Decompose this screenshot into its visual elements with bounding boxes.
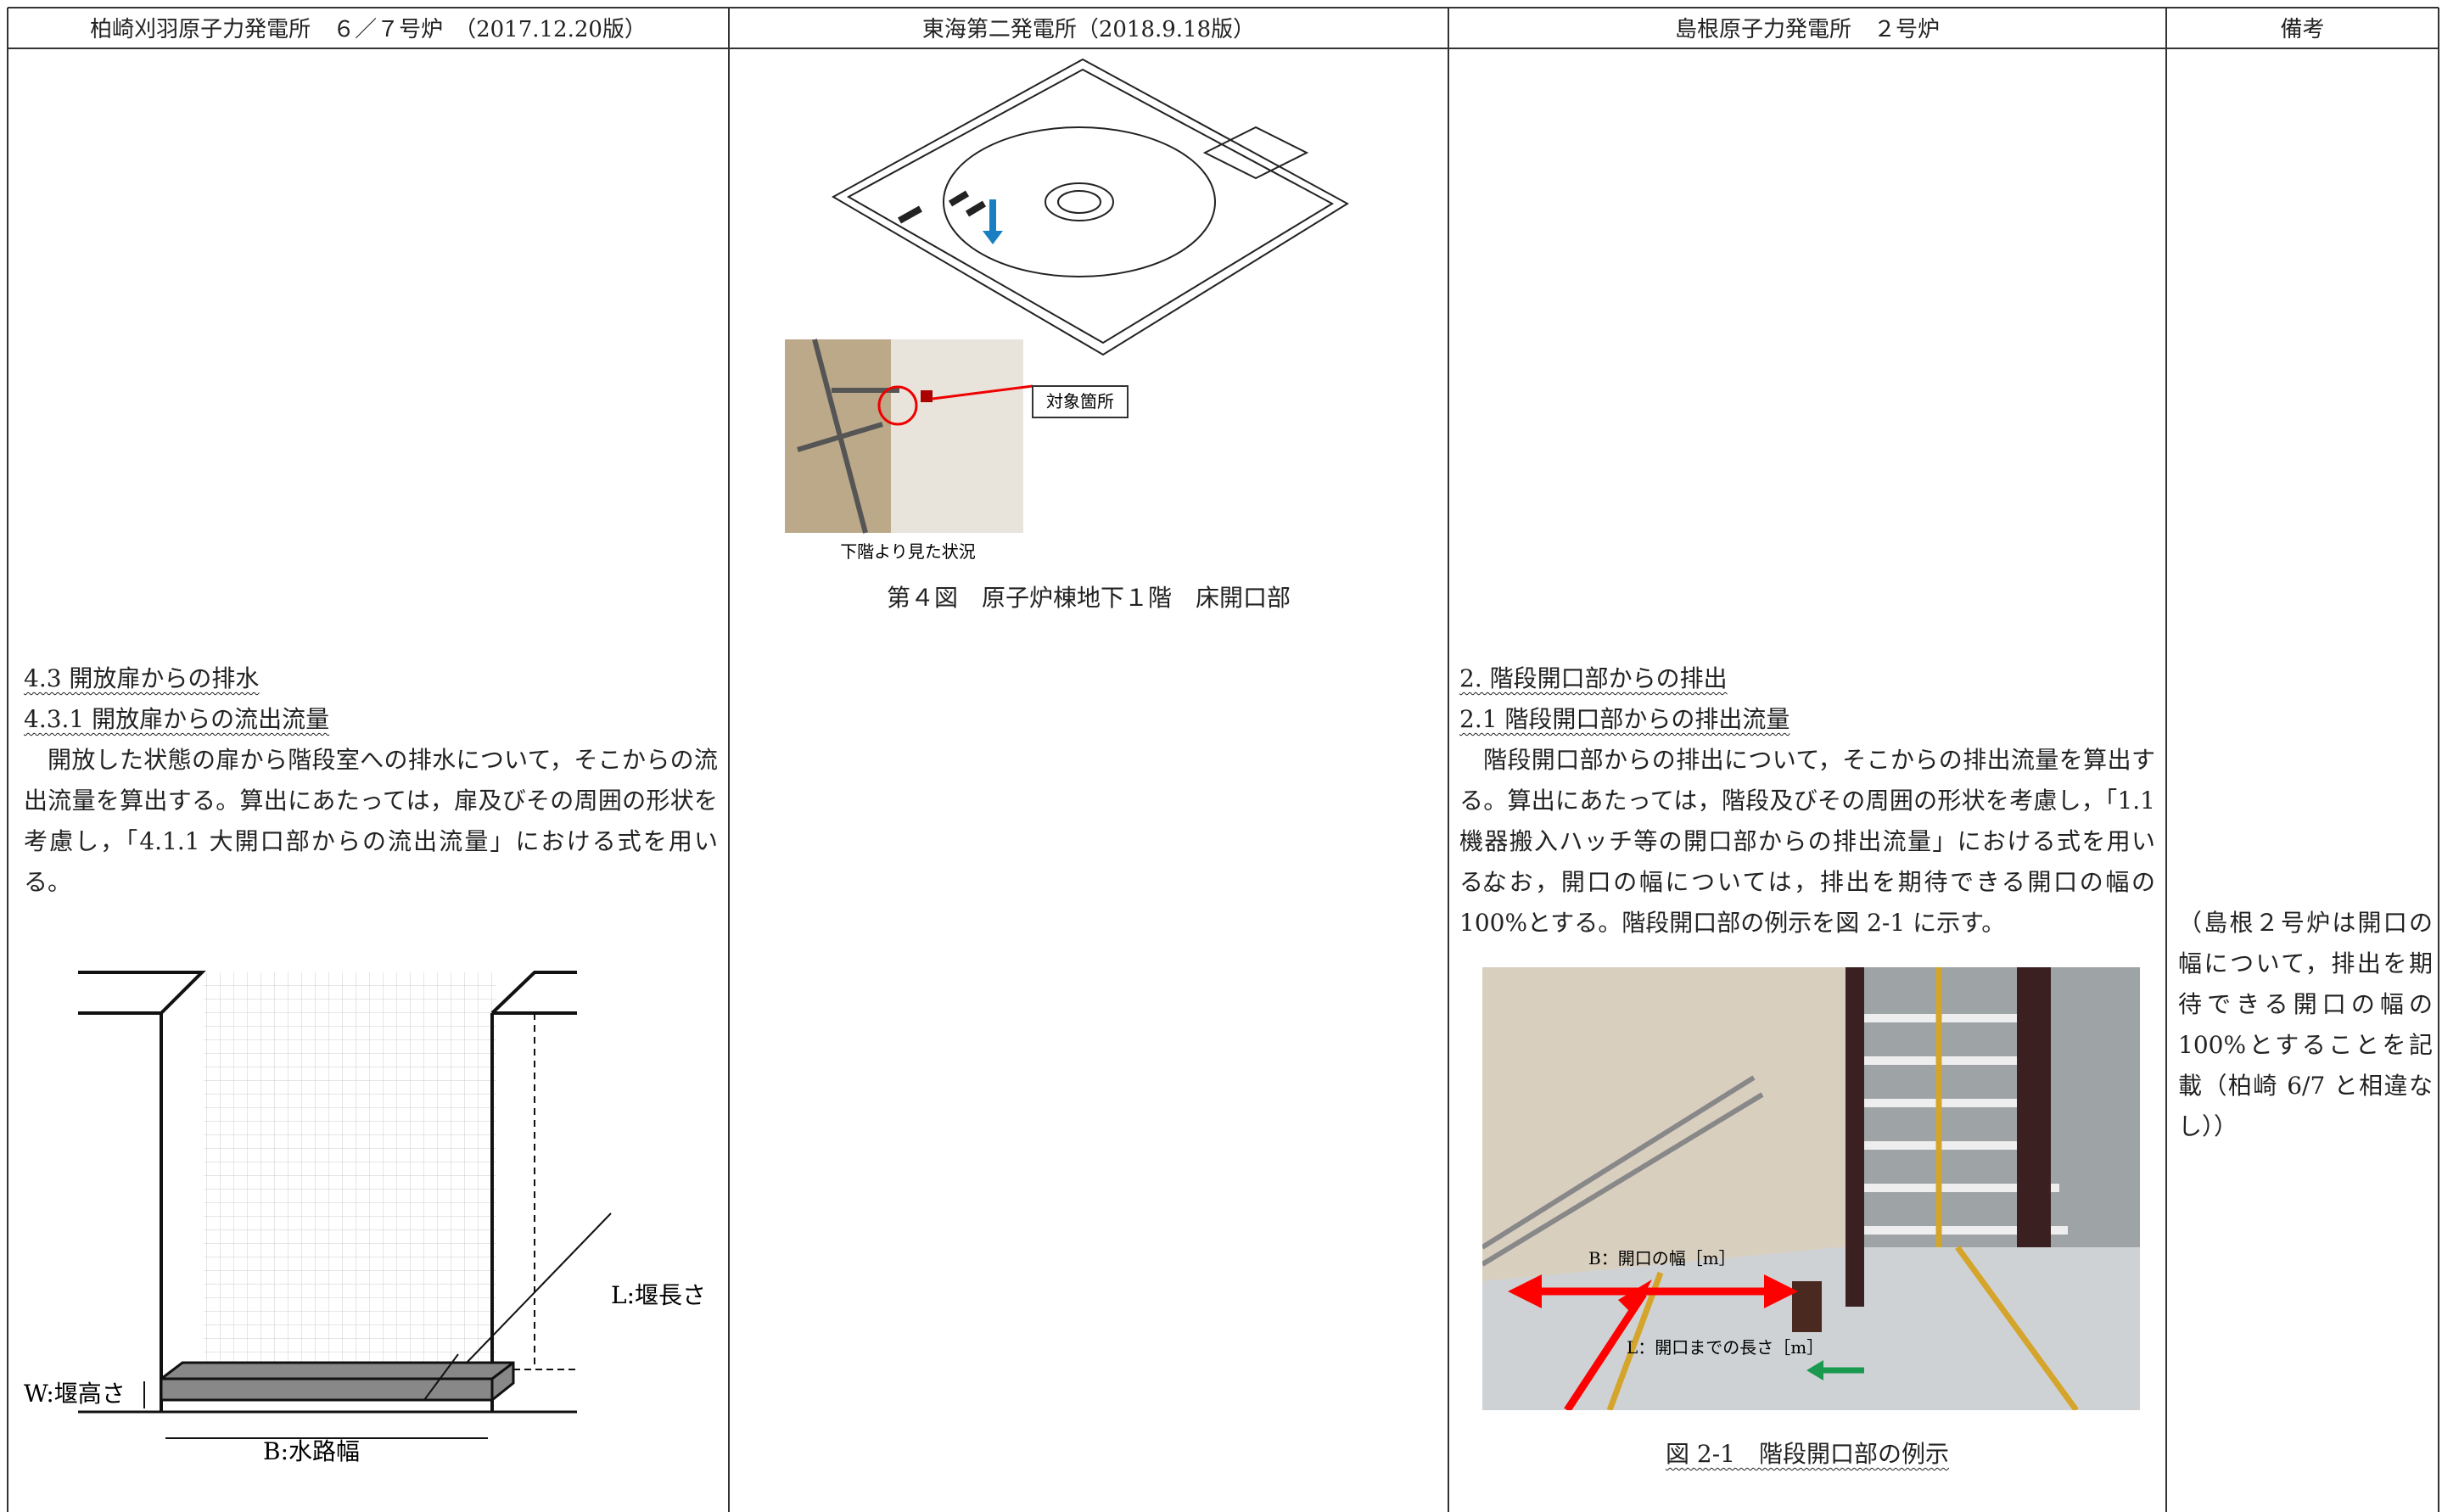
- photo-label: B：開口の幅［m］: [1588, 1248, 1736, 1268]
- callout-label: 対象箇所: [1046, 391, 1114, 412]
- caption-text: 図 2-1 階段開口部の例示: [1666, 1440, 1949, 1468]
- heading: 2. 階段開口部からの排出: [1459, 658, 1728, 699]
- figure-caption: 図 2-1 階段開口部の例示: [1448, 1434, 2166, 1475]
- floor-plan-figure: 対象箇所 下階より見た状況: [785, 58, 1349, 562]
- figure-caption: 第４図 原子炉棟地下１階 床開口部: [886, 584, 1291, 612]
- diagram-label: W:堰高さ: [24, 1380, 126, 1408]
- photo-caption: 下階より見た状況: [840, 541, 976, 562]
- remark: （島根２号炉は開口の幅について，排出を期待できる開口の幅の 100%とすることを…: [2178, 909, 2433, 1140]
- heading-text: 2. 階段開口部からの排出: [1459, 664, 1728, 692]
- paragraph: 開放した状態の扉から階段室への排水について，そこからの流出流量を算出する。算出に…: [24, 746, 718, 896]
- stair-photo: B：開口の幅［m］ L：開口までの長さ［m］: [1482, 967, 2140, 1410]
- paragraph: なお，開口の幅については，排出を期待できる開口の幅の 100%とする。階段開口部…: [1459, 868, 2155, 937]
- photo-label: L：開口までの長さ［m］: [1627, 1337, 1823, 1358]
- heading: 4.3 開放扉からの排水: [24, 658, 259, 699]
- heading-text: 4.3 開放扉からの排水: [24, 664, 260, 692]
- heading: 4.3.1 開放扉からの流出流量: [24, 699, 329, 740]
- paragraph: 階段開口部からの排出について，そこからの排出流量を算出する。算出にあたっては，階…: [1459, 746, 2155, 896]
- heading-text: 2.1 階段開口部からの排出流量: [1459, 705, 1790, 733]
- header-cell: 柏崎刈羽原子力発電所 ６／７号炉 （2017.12.20版）: [90, 17, 647, 42]
- weir-diagram: L:堰長さ W:堰高さ B:水路幅: [24, 971, 706, 1465]
- heading-text: 4.3.1 開放扉からの流出流量: [24, 705, 330, 733]
- diagram-label: B:水路幅: [263, 1437, 360, 1465]
- diagram-label: L:堰長さ: [611, 1281, 706, 1309]
- header-cell: 東海第二発電所（2018.9.18版）: [921, 17, 1256, 42]
- header-cell: 備考: [2280, 17, 2325, 42]
- header-cell: 島根原子力発電所 ２号炉: [1674, 17, 1940, 42]
- heading: 2.1 階段開口部からの排出流量: [1459, 699, 1789, 740]
